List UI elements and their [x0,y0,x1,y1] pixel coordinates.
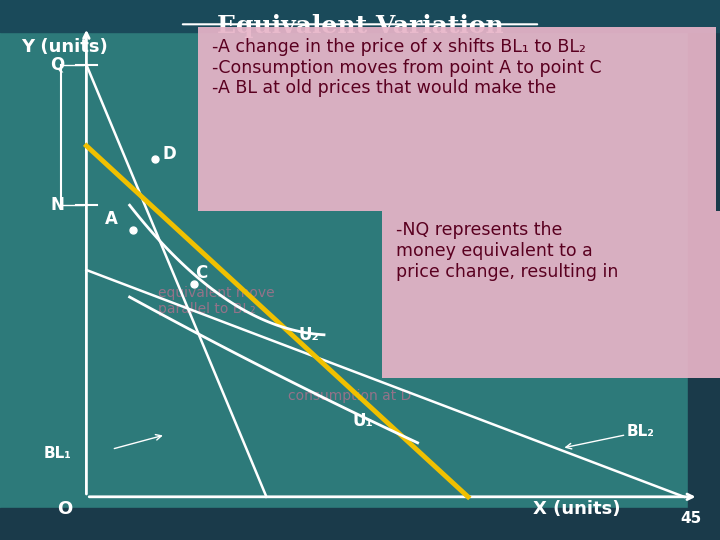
Text: N: N [51,196,65,214]
Text: D: D [162,145,176,163]
FancyBboxPatch shape [0,508,720,540]
Text: -A change in the price of x shifts BL₁ to BL₂
-Consumption moves from point A to: -A change in the price of x shifts BL₁ t… [212,38,602,97]
Text: O: O [57,500,73,517]
FancyBboxPatch shape [688,0,720,540]
Text: consumption at D: consumption at D [288,389,411,403]
Text: X (units): X (units) [533,500,621,517]
Text: A: A [105,210,118,228]
Text: BL₂: BL₂ [626,424,654,440]
Text: 45: 45 [680,511,702,526]
Text: Q: Q [50,56,65,74]
Text: U₂: U₂ [299,326,320,344]
Text: -NQ represents the
money equivalent to a
price change, resulting in: -NQ represents the money equivalent to a… [396,221,618,281]
Text: C: C [195,264,208,282]
Text: equivalent move
parallel to BL₂: equivalent move parallel to BL₂ [158,286,275,316]
Text: BL₁: BL₁ [43,446,71,461]
Text: Y (units): Y (units) [22,38,108,56]
Text: Equivalent Variation: Equivalent Variation [217,14,503,37]
Text: U₁: U₁ [353,412,374,430]
FancyBboxPatch shape [0,0,720,32]
FancyBboxPatch shape [198,27,716,211]
FancyBboxPatch shape [382,211,720,378]
